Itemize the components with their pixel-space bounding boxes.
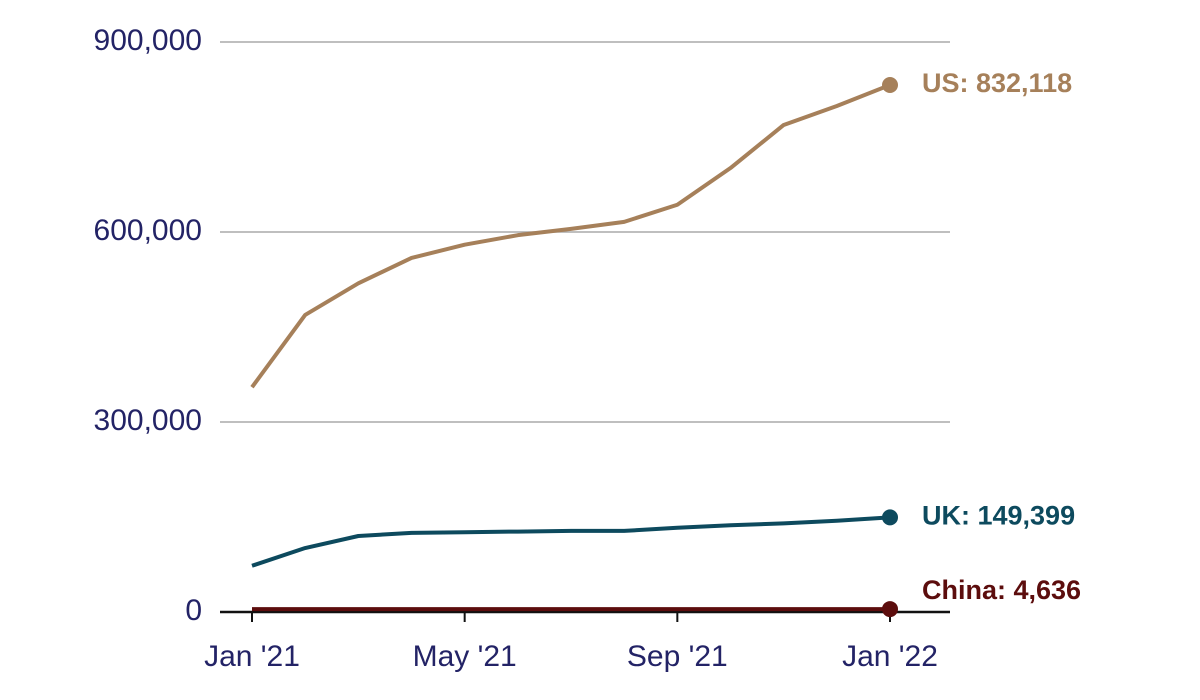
end-label: UK: 149,399 bbox=[922, 501, 1075, 531]
y-tick-label: 300,000 bbox=[94, 404, 202, 437]
end-label: US: 832,118 bbox=[922, 68, 1072, 98]
x-tick-label: May '21 bbox=[413, 640, 517, 673]
end-point bbox=[882, 601, 898, 618]
line bbox=[251, 515, 891, 568]
line bbox=[250, 83, 891, 389]
end-label: China: 4,636 bbox=[922, 575, 1081, 605]
x-tick-label: Jan '21 bbox=[204, 640, 300, 673]
end-point bbox=[882, 76, 898, 93]
y-tick-label: 0 bbox=[185, 594, 202, 627]
y-tick-label: 600,000 bbox=[94, 214, 202, 247]
x-tick-label: Jan '22 bbox=[842, 640, 938, 673]
end-point bbox=[882, 509, 898, 526]
x-tick-label: Sep '21 bbox=[627, 640, 728, 673]
y-tick-label: 900,000 bbox=[94, 24, 202, 57]
